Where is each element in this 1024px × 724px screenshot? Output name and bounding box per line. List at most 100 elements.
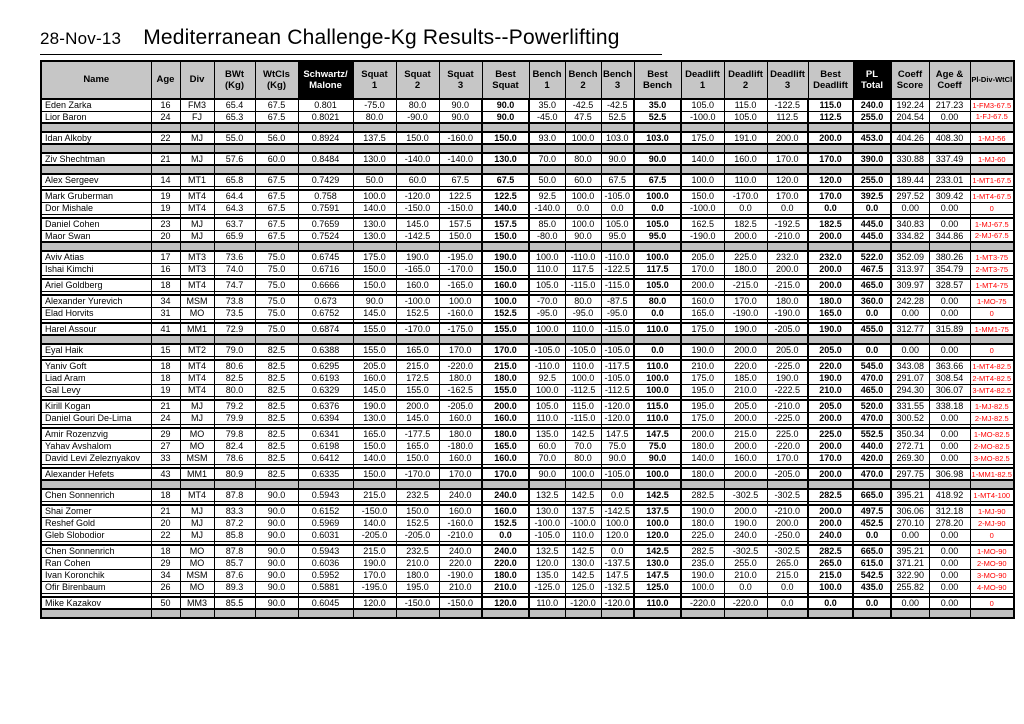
table-cell: 26	[150, 580, 181, 594]
table-cell: 220.0	[807, 359, 854, 373]
table-cell: 75.0	[254, 322, 299, 336]
table-cell: 142.5	[633, 544, 682, 558]
table-cell: 240.0	[438, 488, 483, 502]
table-cell: 170.0	[438, 467, 483, 481]
table-cell: 105.0	[528, 399, 566, 413]
table-cell: MT4	[179, 189, 215, 203]
table-row: Ziv Shechtman 21 MJ 57.6 60.0 0.8484 130.0 -140…	[40, 152, 1015, 166]
table-row: Ariel Goldberg 18 MT4 74.7 75.0 0.6666 150.0 16…	[40, 278, 1015, 292]
table-cell: -142.5	[600, 504, 635, 518]
table-cell: 312.77	[890, 322, 930, 336]
table-cell: 0.00	[890, 343, 930, 357]
separator-cell	[807, 122, 854, 133]
table-cell: 70.0	[528, 451, 566, 465]
table-cell: Gal Levy	[40, 383, 152, 397]
table-cell: 105.0	[723, 110, 768, 124]
table-cell: 195.0	[680, 399, 725, 413]
separator-cell	[807, 241, 854, 252]
table-cell: 112.5	[766, 110, 809, 124]
table-cell: 157.5	[438, 217, 483, 231]
separator-cell	[969, 423, 1015, 429]
table-cell: MT4	[179, 201, 215, 215]
table-cell: 190.0	[680, 504, 725, 518]
table-cell: -112.5	[600, 383, 635, 397]
column-header: Best Bench	[633, 60, 682, 100]
table-cell: -220.0	[438, 359, 483, 373]
separator-cell	[150, 122, 181, 133]
separator-cell	[254, 143, 299, 154]
table-cell: 0.6045	[297, 596, 354, 610]
table-cell: 152.5	[395, 306, 440, 320]
separator-cell	[254, 241, 299, 252]
separator-cell	[633, 185, 682, 191]
table-cell: 75.0	[254, 278, 299, 292]
separator-cell	[969, 143, 1015, 154]
table-cell: 200.0	[807, 516, 854, 530]
table-cell: Ofir Birenbaum	[40, 580, 152, 594]
table-cell: 0.6874	[297, 322, 354, 336]
separator-row	[40, 592, 1015, 598]
table-cell: 615.0	[852, 556, 892, 570]
table-cell: 89.3	[213, 580, 256, 594]
table-cell: 110.0	[564, 528, 602, 542]
table-cell: -120.0	[564, 596, 602, 610]
table-cell: 0.6388	[297, 343, 354, 357]
table-cell: 195.0	[395, 580, 440, 594]
table-row: Mark Gruberman 19 MT4 64.4 67.5 0.758 100.0 -12…	[40, 189, 1015, 203]
table-cell: 110.0	[633, 411, 682, 425]
table-cell: -95.0	[528, 306, 566, 320]
separator-row	[40, 500, 1015, 506]
separator-cell	[481, 395, 530, 401]
table-cell: 120.0	[766, 173, 809, 187]
table-cell: 67.5	[254, 189, 299, 203]
table-row: Yaniv Goft 18 MT4 80.6 82.5 0.6295 205.0 215.0-…	[40, 359, 1015, 373]
separator-cell	[481, 290, 530, 296]
table-cell: 2-MJ-82.5	[969, 411, 1015, 425]
table-cell: 60.0	[254, 152, 299, 166]
table-cell: Dor Mishale	[40, 201, 152, 215]
table-cell: 150.0	[352, 467, 397, 481]
separator-row	[40, 122, 1015, 133]
separator-cell	[680, 608, 725, 619]
separator-row	[40, 479, 1015, 490]
table-cell: -175.0	[438, 322, 483, 336]
separator-row	[40, 185, 1015, 191]
table-cell: 21	[150, 399, 181, 413]
table-cell: Elad Horvits	[40, 306, 152, 320]
separator-cell	[254, 479, 299, 490]
table-cell: 232.5	[395, 544, 440, 558]
table-cell: 24	[150, 411, 181, 425]
table-cell: 3-MT4-82.5	[969, 383, 1015, 397]
table-cell: 470.0	[852, 371, 892, 385]
table-cell: 160.0	[395, 278, 440, 292]
table-cell: 354.79	[928, 262, 971, 276]
table-cell: 0.0	[600, 201, 635, 215]
table-cell: 0	[969, 343, 1015, 357]
table-cell: -117.5	[600, 359, 635, 373]
separator-cell	[680, 143, 725, 154]
table-cell: 160.0	[723, 451, 768, 465]
table-cell: 150.0	[352, 439, 397, 453]
table-cell: 90.0	[481, 98, 530, 112]
separator-cell	[352, 334, 397, 345]
table-cell: 60.0	[564, 173, 602, 187]
table-cell: 100.0	[352, 189, 397, 203]
table-cell: 408.30	[928, 131, 971, 145]
table-cell: 0.5952	[297, 568, 354, 582]
separator-cell	[928, 241, 971, 252]
table-cell: -120.0	[600, 399, 635, 413]
table-cell: 137.5	[633, 504, 682, 518]
table-cell: 190.0	[766, 371, 809, 385]
table-cell: 23	[150, 217, 181, 231]
table-cell: -220.0	[723, 596, 768, 610]
table-cell: 140.0	[481, 201, 530, 215]
separator-cell	[807, 608, 854, 619]
table-cell: 420.0	[852, 451, 892, 465]
separator-cell	[481, 213, 530, 219]
separator-cell	[969, 290, 1015, 296]
table-cell: 200.0	[807, 411, 854, 425]
report-date: 28-Nov-13	[40, 29, 122, 48]
table-cell: 145.0	[352, 306, 397, 320]
table-row: Harel Assour 41 MM1 72.9 75.0 0.6874 155.0 -170…	[40, 322, 1015, 336]
table-cell: 380.26	[928, 250, 971, 264]
